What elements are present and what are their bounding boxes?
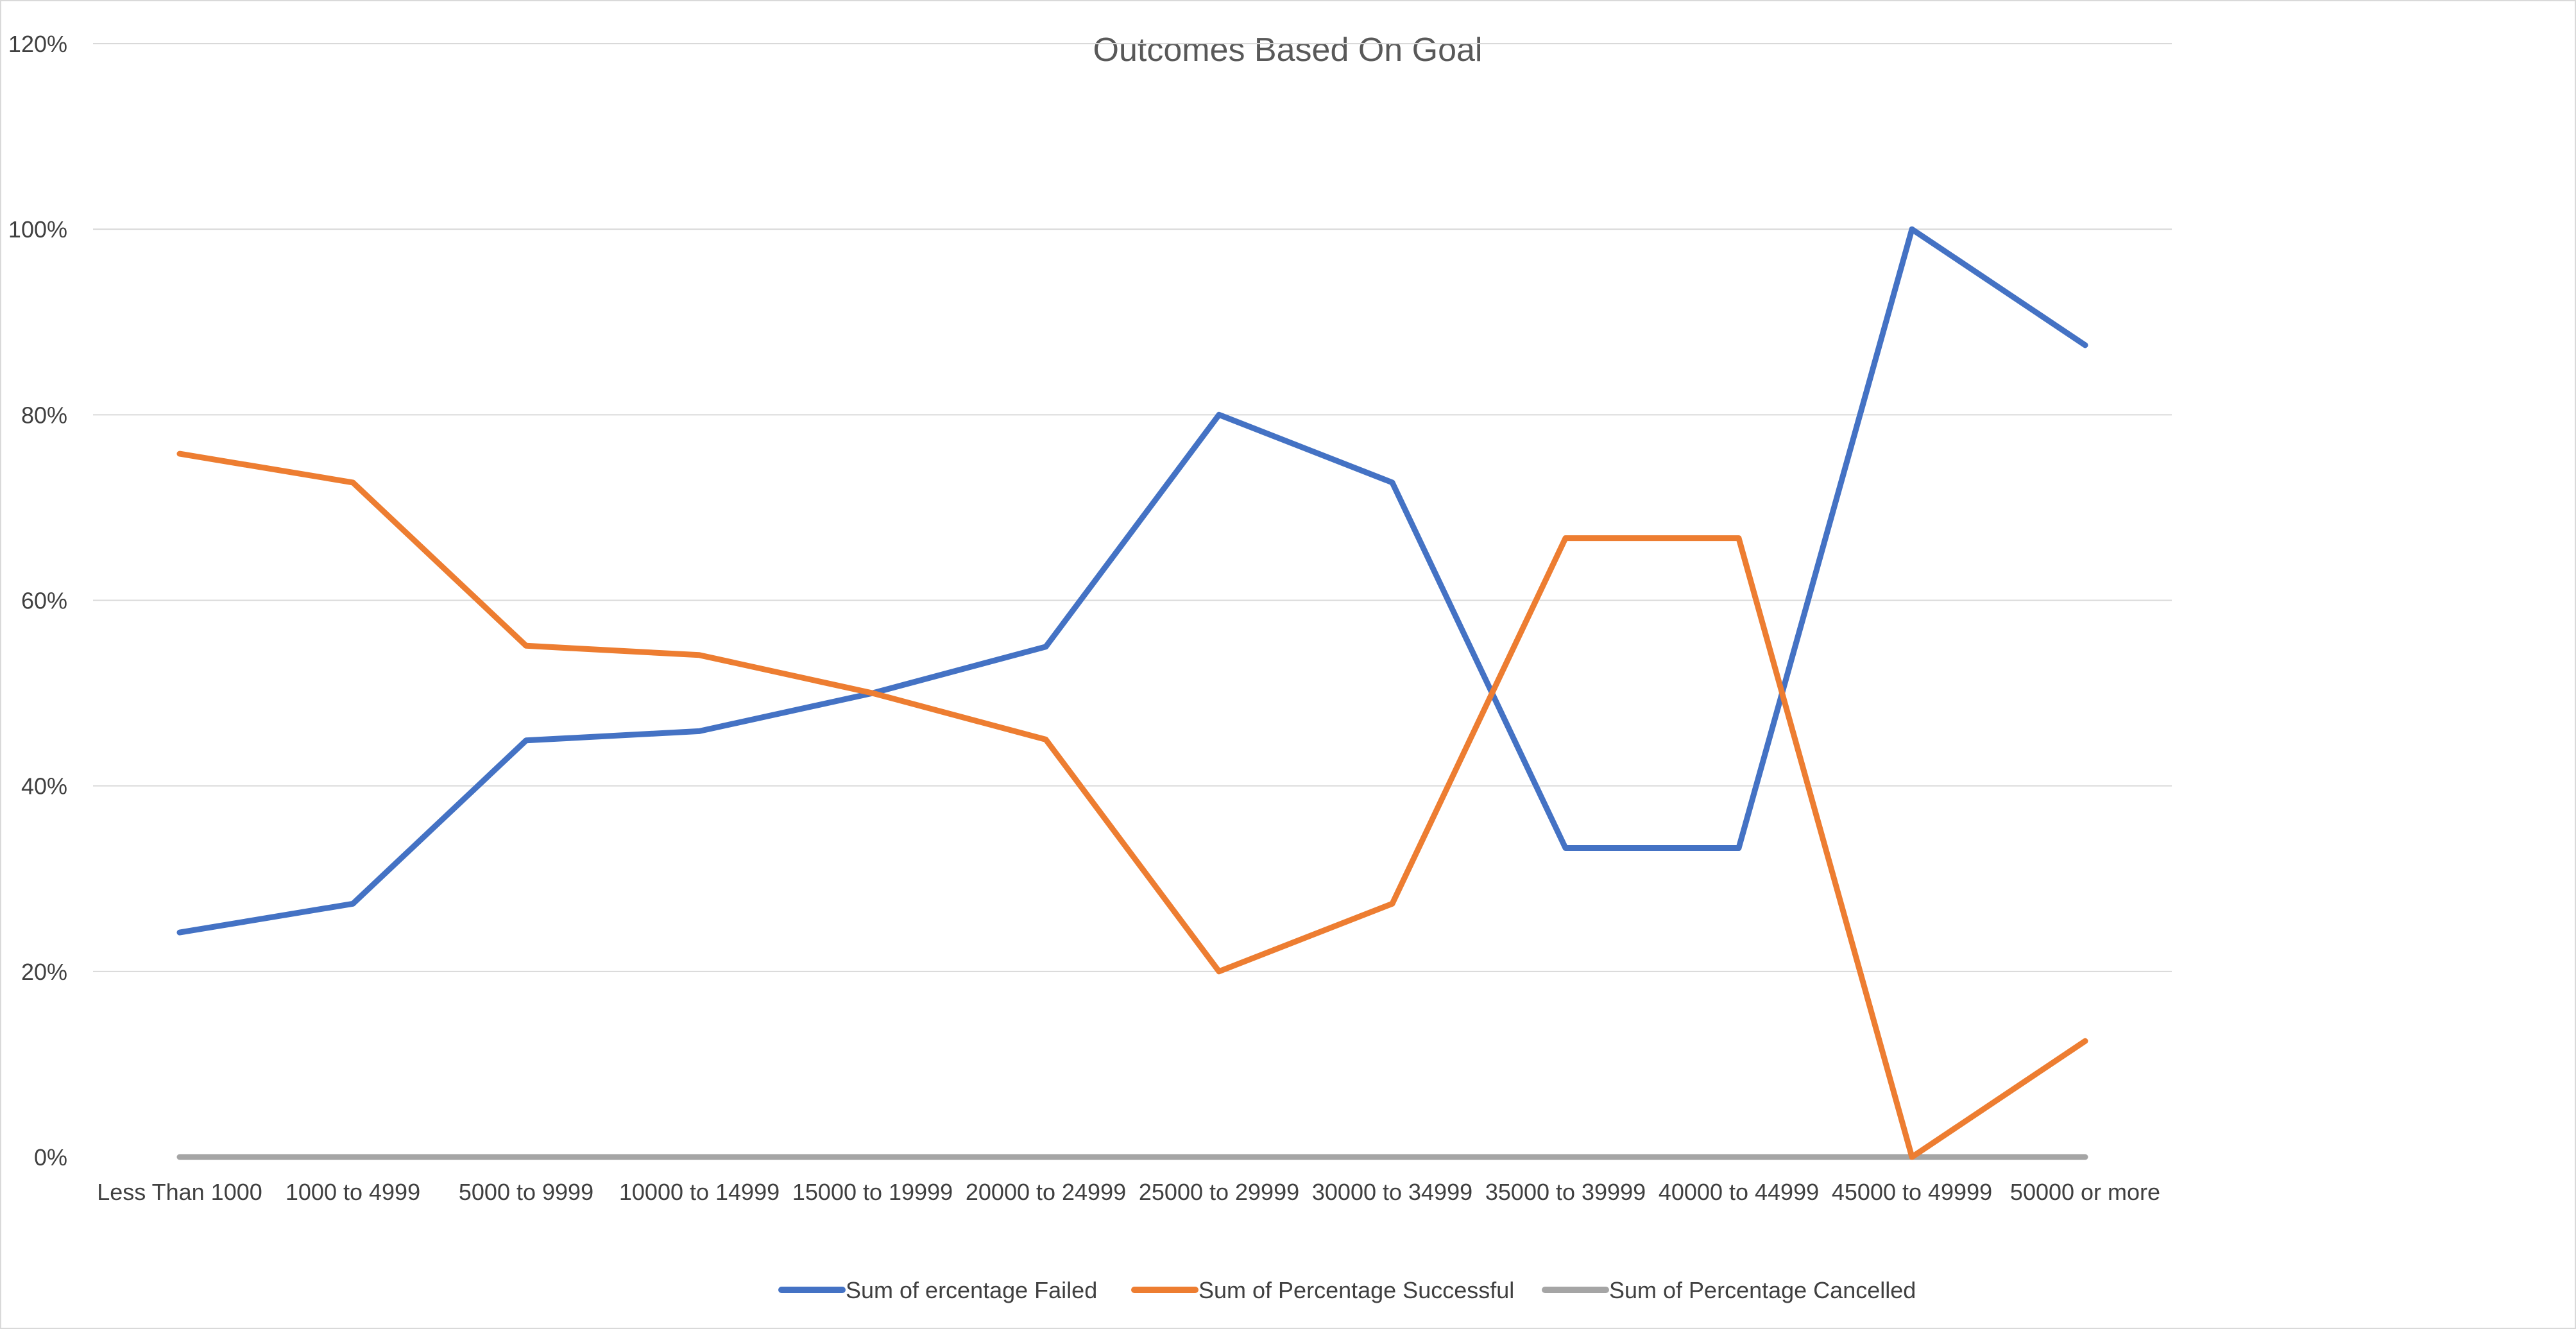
x-tick-label: 10000 to 14999: [619, 1179, 780, 1205]
x-tick-label: 45000 to 49999: [1832, 1179, 1992, 1205]
y-tick-label: 20%: [21, 959, 67, 985]
series-line: [176, 226, 2088, 936]
x-tick-label: 5000 to 9999: [459, 1179, 593, 1205]
y-tick-label: 60%: [21, 588, 67, 614]
x-tick-label: 40000 to 44999: [1659, 1179, 1819, 1205]
x-tick-label: 35000 to 39999: [1485, 1179, 1646, 1205]
gridlines: [93, 43, 2172, 972]
series-lines: [176, 226, 2088, 1160]
legend-label: Sum of ercentage Failed: [846, 1277, 1097, 1303]
y-tick-label: 80%: [21, 402, 67, 428]
y-tick-label: 0%: [34, 1144, 67, 1170]
x-axis-ticks: Less Than 1000 1000 to 4999 5000 to 9999 10…: [97, 1179, 2160, 1205]
x-tick-label: Less Than 1000: [97, 1179, 262, 1205]
series-line: [176, 450, 2088, 1160]
x-tick-label: 25000 to 29999: [1139, 1179, 1299, 1205]
legend-label: Sum of Percentage Cancelled: [1609, 1277, 1916, 1303]
y-axis-ticks: 0% 20% 40% 60% 80% 100% 120%: [8, 31, 67, 1170]
legend: Sum of ercentage Failed Sum of Percentage…: [778, 1277, 1916, 1303]
chart-title: Outcomes Based On Goal: [1093, 31, 1483, 69]
y-tick-label: 120%: [8, 31, 67, 57]
x-tick-label: 20000 to 24999: [966, 1179, 1126, 1205]
x-tick-label: 1000 to 4999: [286, 1179, 420, 1205]
legend-label: Sum of Percentage Successful: [1198, 1277, 1514, 1303]
x-tick-label: 15000 to 19999: [792, 1179, 953, 1205]
y-tick-label: 100%: [8, 216, 67, 243]
y-tick-label: 40%: [21, 773, 67, 800]
x-tick-label: 50000 or more: [2010, 1179, 2160, 1205]
x-tick-label: 30000 to 34999: [1312, 1179, 1472, 1205]
